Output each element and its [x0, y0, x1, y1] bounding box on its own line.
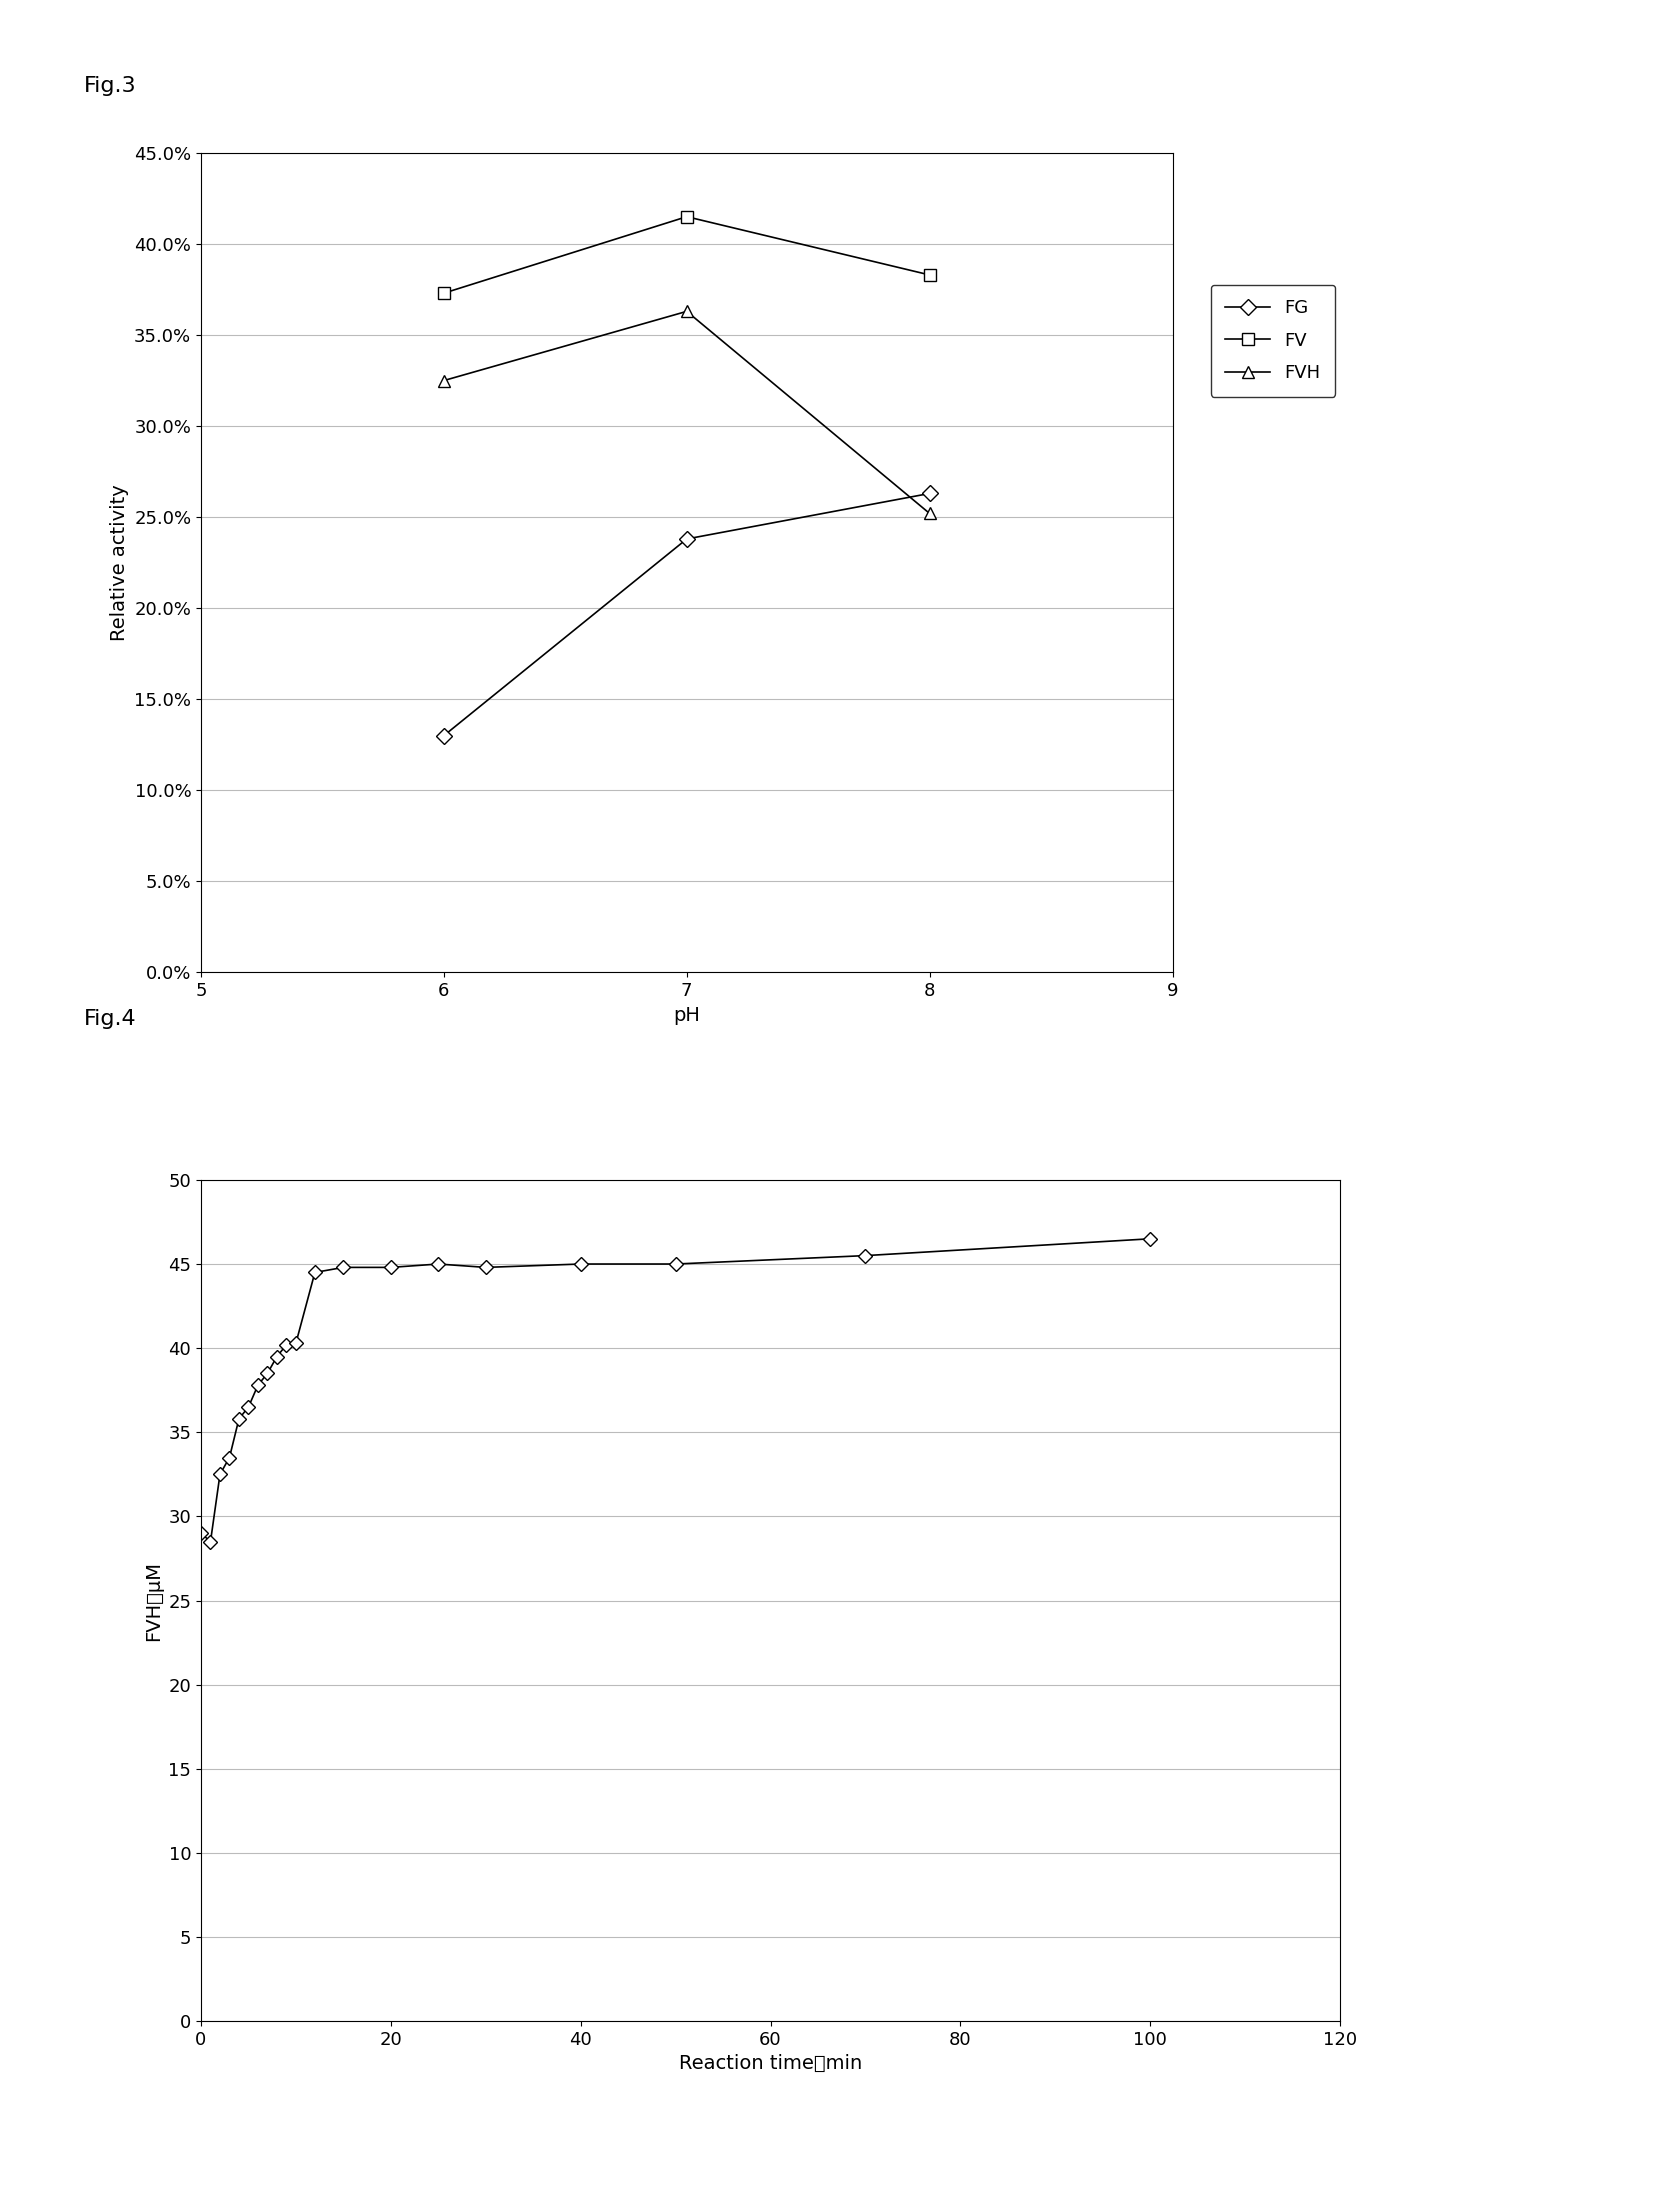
FVH — [677, 297, 697, 323]
Y-axis label: FVH／μM: FVH／μM — [144, 1560, 162, 1641]
FVH — [920, 500, 940, 527]
FG — [920, 481, 940, 507]
FVH — [434, 367, 454, 393]
Line: FVH: FVH — [439, 306, 935, 520]
X-axis label: Reaction time／min: Reaction time／min — [678, 2054, 863, 2074]
Text: Fig.4: Fig.4 — [84, 1009, 136, 1029]
FG — [434, 723, 454, 749]
FV — [677, 203, 697, 229]
Line: FV: FV — [439, 212, 935, 299]
Text: Fig.3: Fig.3 — [84, 76, 136, 96]
Y-axis label: Relative activity: Relative activity — [109, 485, 129, 640]
FV — [434, 280, 454, 306]
X-axis label: pH: pH — [673, 1005, 700, 1025]
FV — [920, 262, 940, 288]
FG — [677, 527, 697, 553]
Legend: FG, FV, FVH: FG, FV, FVH — [1211, 284, 1335, 398]
Line: FG: FG — [439, 487, 935, 741]
